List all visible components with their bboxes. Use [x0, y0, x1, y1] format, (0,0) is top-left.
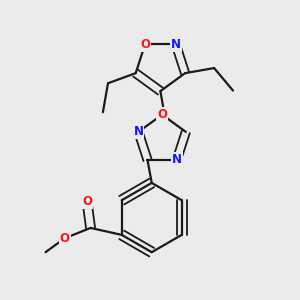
Text: N: N [171, 38, 181, 51]
Text: O: O [60, 232, 70, 245]
Text: O: O [157, 108, 167, 121]
Text: O: O [82, 196, 92, 208]
Text: O: O [140, 38, 150, 51]
Text: N: N [134, 125, 143, 138]
Text: N: N [172, 153, 182, 166]
